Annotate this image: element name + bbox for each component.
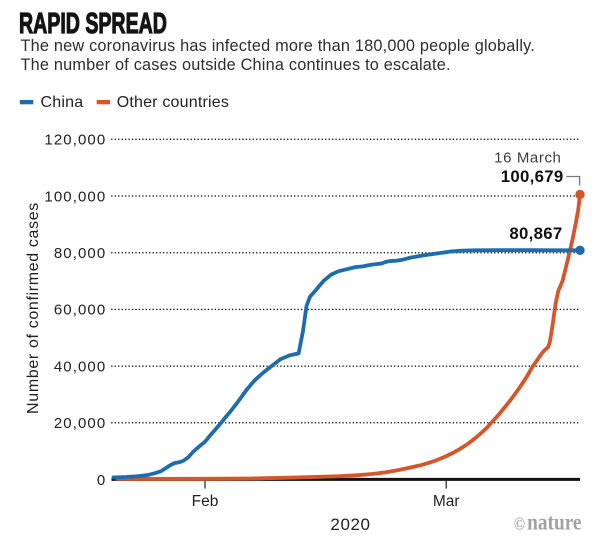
svg-text:60,000: 60,000 (54, 302, 106, 319)
svg-text:120,000: 120,000 (44, 132, 106, 149)
svg-text:China: China (41, 94, 84, 111)
svg-text:2020: 2020 (330, 515, 370, 534)
svg-text:20,000: 20,000 (54, 415, 106, 432)
svg-text:100,679: 100,679 (501, 167, 564, 186)
svg-text:0: 0 (97, 472, 106, 489)
svg-text:Feb: Feb (192, 493, 219, 510)
svg-text:The new coronavirus has infect: The new coronavirus has infected more th… (21, 37, 536, 55)
svg-text:80,000: 80,000 (54, 245, 106, 262)
svg-text:100,000: 100,000 (44, 188, 106, 205)
svg-text:Number of confirmed cases: Number of confirmed cases (25, 202, 42, 414)
svg-text:©nature: ©nature (514, 509, 582, 535)
svg-text:The number of cases outside Ch: The number of cases outside China contin… (21, 56, 451, 74)
svg-text:Other countries: Other countries (117, 94, 229, 111)
svg-text:40,000: 40,000 (54, 358, 106, 375)
svg-text:Mar: Mar (433, 493, 460, 510)
svg-text:16 March: 16 March (494, 150, 561, 167)
svg-text:RAPID SPREAD: RAPID SPREAD (19, 8, 167, 40)
svg-text:80,867: 80,867 (509, 224, 562, 243)
